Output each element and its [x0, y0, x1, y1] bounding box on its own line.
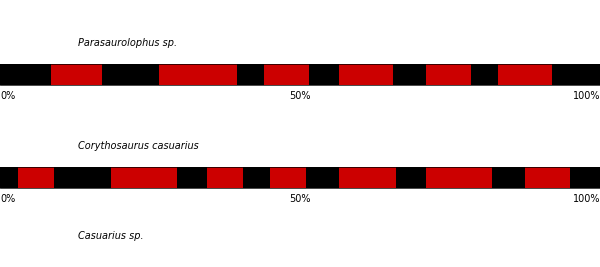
Bar: [0, 64, 600, 85]
Bar: [54, 167, 111, 188]
Bar: [492, 167, 525, 188]
Bar: [177, 167, 207, 188]
Bar: [426, 167, 492, 188]
Bar: [471, 64, 498, 85]
Bar: [339, 64, 393, 85]
Bar: [498, 64, 552, 85]
Bar: [18, 167, 54, 188]
Text: 0%: 0%: [0, 194, 15, 203]
Bar: [525, 167, 570, 188]
Text: 100%: 100%: [572, 194, 600, 203]
Bar: [270, 167, 306, 188]
Text: Parasaurolophus sp.: Parasaurolophus sp.: [78, 38, 177, 48]
Bar: [426, 64, 471, 85]
Text: Casuarius sp.: Casuarius sp.: [78, 231, 143, 241]
Bar: [0, 167, 18, 188]
Bar: [237, 64, 264, 85]
Bar: [51, 64, 102, 85]
Text: 0%: 0%: [0, 91, 15, 101]
Bar: [207, 167, 243, 188]
Text: 50%: 50%: [289, 91, 311, 101]
Bar: [264, 64, 309, 85]
Bar: [111, 167, 177, 188]
Bar: [102, 64, 159, 85]
Bar: [306, 167, 339, 188]
Bar: [339, 167, 396, 188]
Text: 100%: 100%: [572, 91, 600, 101]
Text: 50%: 50%: [289, 194, 311, 203]
Bar: [243, 167, 270, 188]
Bar: [159, 64, 237, 85]
Bar: [0, 167, 600, 188]
Bar: [0, 64, 51, 85]
Text: Corythosaurus casuarius: Corythosaurus casuarius: [78, 141, 199, 151]
Bar: [570, 167, 600, 188]
Bar: [552, 64, 600, 85]
Bar: [393, 64, 426, 85]
Bar: [396, 167, 426, 188]
Bar: [309, 64, 339, 85]
